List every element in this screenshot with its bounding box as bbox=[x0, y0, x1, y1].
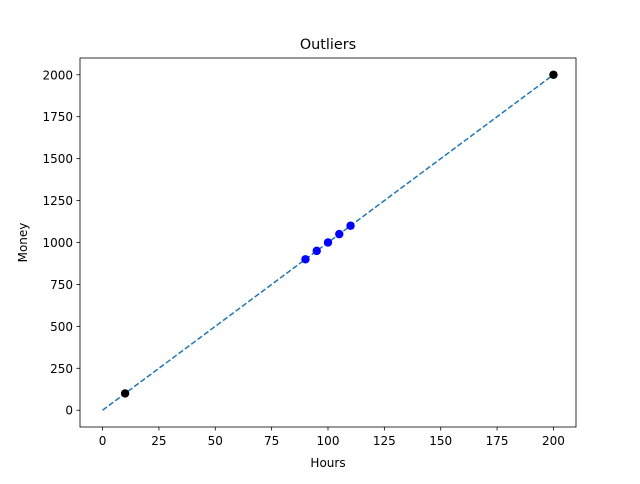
y-tick-label: 1500 bbox=[42, 152, 73, 166]
y-tick-label: 1000 bbox=[42, 236, 73, 250]
x-tick-label: 0 bbox=[99, 434, 107, 448]
data-point bbox=[335, 229, 344, 239]
x-tick-label: 50 bbox=[208, 434, 223, 448]
x-tick-label: 125 bbox=[373, 434, 396, 448]
x-axis-ticks: 0 25 50 75 100 125 150 175 200 bbox=[99, 427, 565, 448]
y-tick-label: 2000 bbox=[42, 68, 73, 82]
outlier-point bbox=[549, 70, 558, 79]
points-layer bbox=[120, 70, 558, 398]
y-tick-label: 1750 bbox=[42, 110, 73, 124]
x-tick-label: 100 bbox=[317, 434, 340, 448]
x-tick-label: 75 bbox=[264, 434, 279, 448]
x-tick-label: 25 bbox=[151, 434, 166, 448]
y-tick-label: 1250 bbox=[42, 194, 73, 208]
x-tick-label: 200 bbox=[542, 434, 565, 448]
x-axis-label: Hours bbox=[310, 456, 345, 470]
x-tick-label: 175 bbox=[486, 434, 509, 448]
chart-title: Outliers bbox=[300, 37, 356, 53]
data-point bbox=[312, 246, 321, 256]
y-axis-label: Money bbox=[16, 223, 30, 263]
y-tick-label: 250 bbox=[50, 362, 73, 376]
y-tick-label: 500 bbox=[50, 320, 73, 334]
data-point bbox=[346, 221, 355, 230]
y-axis-ticks: 0 250 500 750 1000 1250 1500 1750 2000 bbox=[42, 68, 80, 418]
data-point bbox=[323, 238, 333, 247]
x-tick-label: 150 bbox=[429, 434, 452, 448]
outlier-point bbox=[120, 389, 130, 398]
y-tick-label: 750 bbox=[50, 278, 73, 292]
y-tick-label: 0 bbox=[65, 404, 73, 418]
data-point bbox=[301, 255, 310, 264]
